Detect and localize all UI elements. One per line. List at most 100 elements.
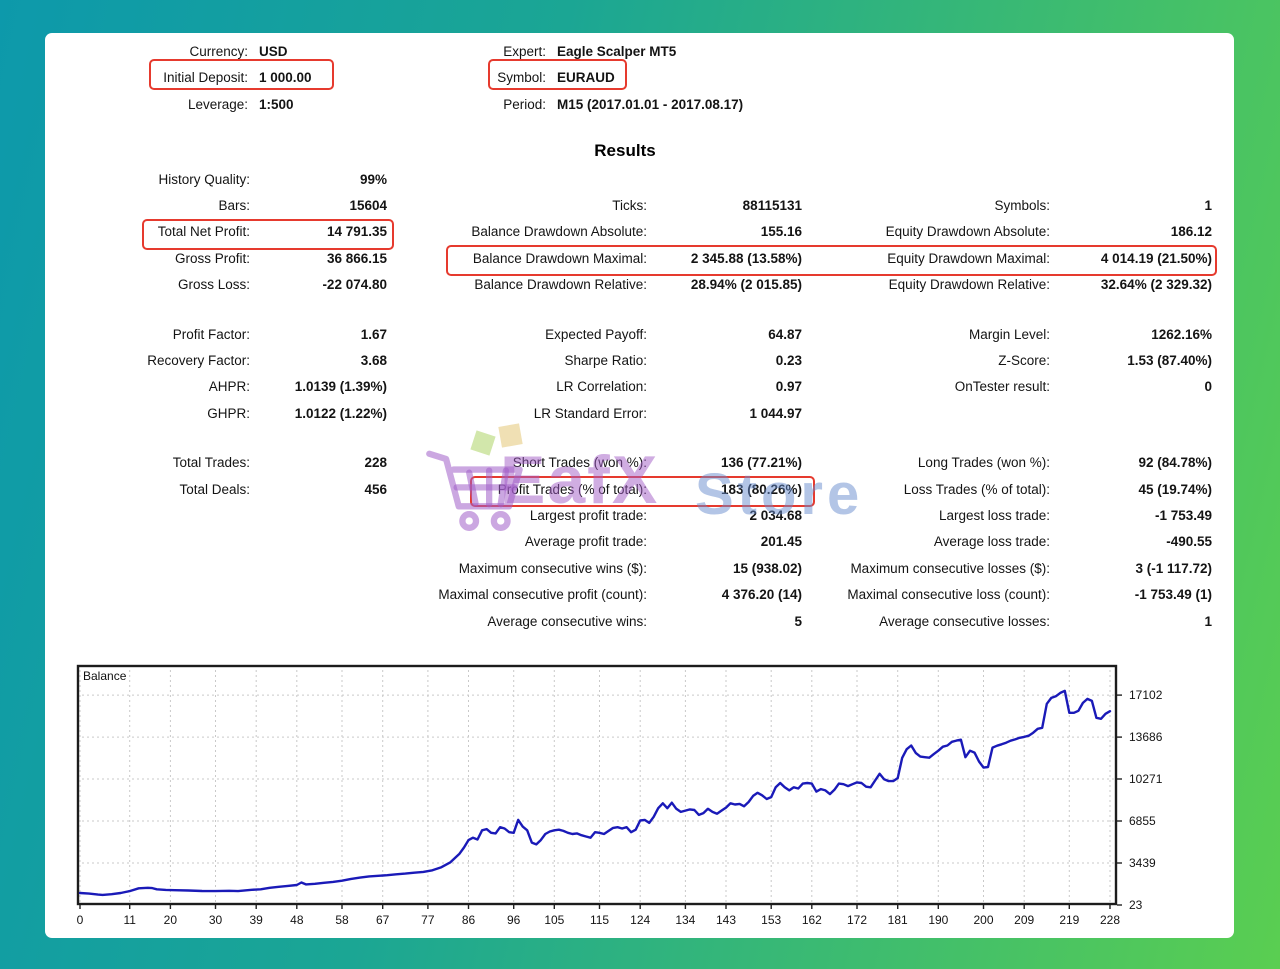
stats-row: Maximum consecutive wins ($): 15 (938.02)… bbox=[45, 555, 1212, 581]
stat-value: 92 (84.78%) bbox=[1138, 455, 1212, 471]
stat-label: Short Trades (won %): bbox=[512, 455, 647, 471]
initial-deposit-value: 1 000.00 bbox=[259, 70, 312, 86]
x-tick-label: 39 bbox=[249, 913, 263, 927]
leverage-value: 1:500 bbox=[259, 96, 294, 112]
stat-value: 15604 bbox=[349, 198, 387, 214]
y-tick-label: 17102 bbox=[1129, 688, 1163, 703]
x-tick-label: 86 bbox=[461, 913, 476, 927]
x-tick-label: 115 bbox=[589, 913, 610, 927]
chart-series-label: Balance bbox=[83, 669, 127, 683]
x-tick-label: 105 bbox=[544, 913, 565, 927]
x-tick-label: 219 bbox=[1059, 913, 1080, 927]
x-tick-label: 96 bbox=[506, 913, 521, 927]
header-middle-block: Expert: Eagle Scalper MT5 Symbol: EURAUD… bbox=[345, 38, 977, 118]
stat-value: 88115131 bbox=[742, 198, 802, 214]
stat-label: OnTester result: bbox=[954, 379, 1050, 395]
stats-spacer bbox=[45, 427, 1212, 450]
x-tick-label: 162 bbox=[801, 913, 822, 927]
stat-value: 456 bbox=[364, 481, 387, 497]
stat-value: 1.0122 (1.22%) bbox=[294, 405, 387, 421]
results-title: Results bbox=[594, 141, 656, 160]
stat-label: History Quality: bbox=[158, 171, 250, 187]
stats-row: Average profit trade: 201.45 Average loss … bbox=[45, 529, 1212, 555]
stats-row: Maximal consecutive profit (count): 4 376… bbox=[45, 581, 1212, 607]
currency-label: Currency: bbox=[189, 43, 248, 59]
expert-label: Expert: bbox=[503, 43, 546, 59]
stat-label: Total Trades: bbox=[172, 455, 250, 471]
stat-label: Average loss trade: bbox=[933, 534, 1050, 550]
stat-label: Sharpe Ratio: bbox=[564, 353, 647, 369]
stat-value: -1 753.49 (1) bbox=[1134, 587, 1212, 603]
stats-row: Total Deals: 456 Profit Trades (% of total… bbox=[45, 476, 1212, 502]
stat-label: Average profit trade: bbox=[524, 534, 647, 550]
stat-value: 3.68 bbox=[360, 353, 387, 369]
expert-value: Eagle Scalper MT5 bbox=[557, 43, 677, 59]
x-tick-label: 67 bbox=[375, 913, 390, 927]
x-tick-label: 58 bbox=[335, 913, 349, 927]
stat-value: -490.55 bbox=[1166, 534, 1212, 550]
stat-value: 1.67 bbox=[360, 326, 387, 342]
x-tick-label: 124 bbox=[630, 913, 651, 927]
stats-row: Bars: 15604 Ticks: 88115131 Symbols: 1 bbox=[45, 192, 1212, 218]
chart-y-axis-labels: 23 3439 6855 10271 13686 17102 bbox=[1129, 665, 1189, 912]
stats-row: Total Net Profit: 14 791.35 Balance Drawdo… bbox=[45, 219, 1212, 245]
initial-deposit-label: Initial Deposit: bbox=[163, 70, 248, 86]
stats-row: GHPR: 1.0122 (1.22%) LR Standard Error: 1 0… bbox=[45, 400, 1212, 426]
stat-label: Balance Drawdown Maximal: bbox=[472, 250, 647, 266]
stat-value: 4 014.19 (21.50%) bbox=[1100, 250, 1212, 266]
x-tick-label: 0 bbox=[76, 913, 84, 927]
currency-value: USD bbox=[259, 43, 288, 59]
stat-value: 0 bbox=[1204, 379, 1212, 395]
x-tick-label: 153 bbox=[761, 913, 782, 927]
header-left-block: Currency: USD Initial Deposit: 1 000.00 … bbox=[45, 38, 479, 118]
stat-label: Loss Trades (% of total): bbox=[903, 481, 1050, 497]
stats-row: Largest profit trade: 2 034.68 Largest los… bbox=[45, 502, 1212, 528]
leverage-label: Leverage: bbox=[187, 96, 248, 112]
stat-label: Total Deals: bbox=[179, 481, 250, 497]
stat-label: Ticks: bbox=[612, 198, 647, 214]
stat-label: Equity Drawdown Relative: bbox=[888, 277, 1050, 293]
x-tick-label: 172 bbox=[847, 913, 868, 927]
stat-value: 1262.16% bbox=[1151, 326, 1212, 342]
stat-value: 15 (938.02) bbox=[732, 560, 802, 576]
stats-row: Gross Loss: -22 074.80 Balance Drawdown Re… bbox=[45, 272, 1212, 298]
stat-label: Margin Level: bbox=[968, 326, 1050, 342]
x-tick-label: 190 bbox=[928, 913, 949, 927]
stat-value: 14 791.35 bbox=[326, 224, 387, 240]
stat-label: Profit Trades (% of total): bbox=[497, 481, 647, 497]
x-tick-label: 143 bbox=[715, 913, 737, 927]
y-tick-label: 3439 bbox=[1129, 856, 1156, 870]
stat-label: GHPR: bbox=[207, 405, 250, 421]
stat-label: Recovery Factor: bbox=[147, 353, 250, 369]
stats-row: AHPR: 1.0139 (1.39%) LR Correlation: 0.97 On… bbox=[45, 374, 1212, 400]
stat-label: Equity Drawdown Maximal: bbox=[887, 250, 1050, 266]
stat-label: Balance Drawdown Relative: bbox=[474, 277, 647, 293]
y-tick-label: 6855 bbox=[1129, 814, 1156, 829]
stats-table: History Quality: 99% Bars: 15604 Ticks: 88115… bbox=[45, 166, 1212, 634]
stat-value: 183 (80.26%) bbox=[720, 481, 802, 497]
stat-value: 228 bbox=[364, 455, 387, 471]
stat-value: 64.87 bbox=[768, 326, 802, 342]
stats-row: Total Trades: 228 Short Trades (won %): 136… bbox=[45, 450, 1212, 476]
stat-label: Maximal consecutive loss (count): bbox=[847, 587, 1050, 603]
x-tick-label: 20 bbox=[163, 913, 178, 927]
x-tick-label: 181 bbox=[887, 913, 908, 927]
stat-value: 2 034.68 bbox=[749, 507, 802, 523]
chart-x-axis-labels: 0 11 20 30 39 48 58 67 77 86 96 105 115 124 134 143 153 1… bbox=[76, 913, 1121, 929]
x-tick-label: 134 bbox=[675, 913, 696, 927]
period-value: M15 (2017.01.01 - 2017.08.17) bbox=[557, 96, 744, 112]
stat-value: 28.94% (2 015.85) bbox=[690, 277, 802, 293]
x-tick-label: 77 bbox=[421, 913, 435, 927]
x-tick-label: 30 bbox=[208, 913, 223, 927]
stats-row: Gross Profit: 36 866.15 Balance Drawdown M… bbox=[45, 245, 1212, 271]
stat-label: AHPR: bbox=[208, 379, 250, 395]
x-tick-label: 200 bbox=[973, 913, 994, 927]
stat-value: 201.45 bbox=[760, 534, 802, 550]
stat-value: 45 (19.74%) bbox=[1138, 481, 1212, 497]
stat-label: Maximum consecutive wins ($): bbox=[458, 560, 647, 576]
stat-value: 0.97 bbox=[775, 379, 802, 395]
x-tick-label: 209 bbox=[1014, 913, 1035, 927]
x-tick-label: 228 bbox=[1099, 913, 1121, 927]
symbol-label: Symbol: bbox=[497, 70, 546, 86]
stat-value: 1 bbox=[1204, 613, 1212, 629]
